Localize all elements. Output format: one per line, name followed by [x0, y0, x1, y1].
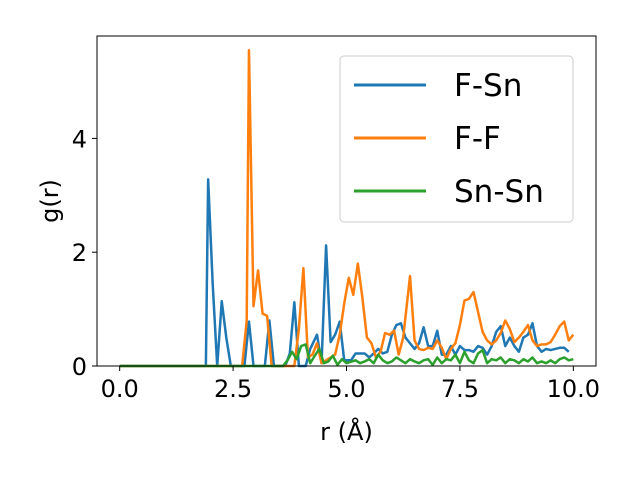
x-tick-label: 10.0 [547, 375, 600, 403]
x-tick-label: 2.5 [214, 375, 252, 403]
y-tick-label: 2 [72, 239, 87, 267]
y-tick-label: 4 [72, 125, 87, 153]
x-tick-label: 7.5 [441, 375, 479, 403]
x-axis: 0.0 2.5 5.0 7.5 10.0 [101, 366, 600, 403]
y-axis-label: g(r) [36, 179, 64, 223]
series-line-sn-sn [119, 343, 574, 368]
series-line-f-f [119, 48, 575, 368]
series-layer [119, 48, 575, 368]
series-line-f-sn [119, 178, 570, 368]
legend-label-f-sn: F-Sn [454, 68, 522, 104]
legend: F-Sn F-F Sn-Sn [339, 55, 574, 223]
y-axis: 0 2 4 [72, 125, 97, 381]
legend-box [339, 55, 574, 223]
x-tick-label: 5.0 [327, 375, 365, 403]
legend-label-f-f: F-F [454, 121, 501, 157]
y-tick-label: 0 [72, 353, 87, 381]
x-axis-label: r (Å) [320, 417, 373, 446]
x-tick-label: 0.0 [101, 375, 139, 403]
legend-label-sn-sn: Sn-Sn [454, 174, 544, 210]
